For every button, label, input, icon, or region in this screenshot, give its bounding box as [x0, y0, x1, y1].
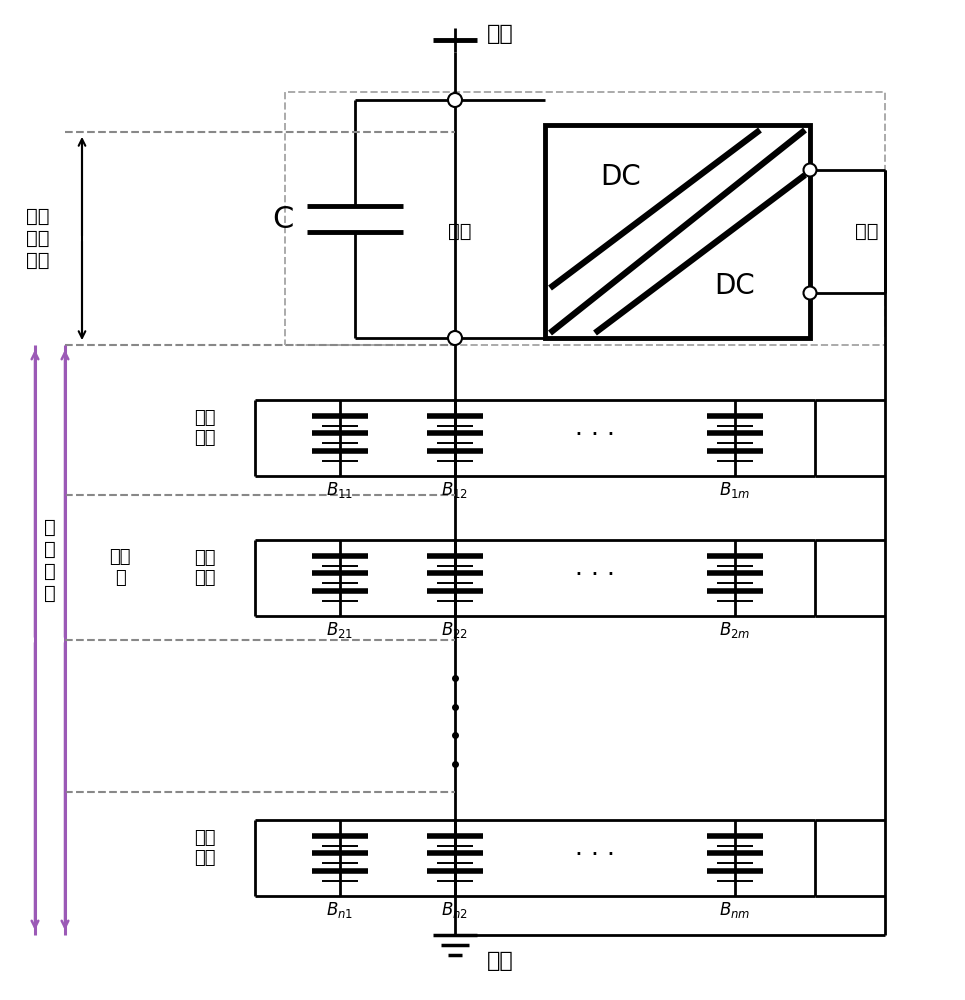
Circle shape	[448, 93, 462, 107]
Text: 电池
单体: 电池 单体	[194, 829, 216, 867]
Text: 输入: 输入	[855, 222, 878, 241]
Circle shape	[448, 331, 462, 345]
Text: $B_{2m}$: $B_{2m}$	[720, 620, 751, 640]
Circle shape	[804, 163, 816, 176]
Text: 正极: 正极	[487, 24, 513, 44]
Text: C: C	[272, 205, 293, 233]
Text: 输出: 输出	[449, 222, 472, 241]
Text: 柔性
并联
装置: 柔性 并联 装置	[26, 207, 50, 270]
Text: $B_{nm}$: $B_{nm}$	[719, 900, 751, 920]
Text: $B_{21}$: $B_{21}$	[326, 620, 353, 640]
Text: DC: DC	[600, 163, 641, 191]
Bar	[545, 125, 810, 338]
Text: 电池
组: 电池 组	[109, 548, 130, 587]
Circle shape	[804, 286, 816, 300]
Text: $B_{n1}$: $B_{n1}$	[326, 900, 353, 920]
Text: $B_{11}$: $B_{11}$	[326, 480, 353, 500]
Text: · · ·: · · ·	[575, 843, 615, 867]
Text: 电池
单体: 电池 单体	[194, 549, 216, 587]
Text: $B_{n2}$: $B_{n2}$	[441, 900, 469, 920]
Text: 电
池
组
串: 电 池 组 串	[44, 518, 56, 602]
Text: DC: DC	[714, 272, 755, 300]
Bar	[285, 92, 885, 345]
Text: $B_{12}$: $B_{12}$	[441, 480, 469, 500]
Text: $B_{1m}$: $B_{1m}$	[719, 480, 751, 500]
Text: · · ·: · · ·	[575, 423, 615, 447]
Text: 负极: 负极	[487, 951, 513, 971]
Text: · · ·: · · ·	[575, 563, 615, 587]
Text: $B_{22}$: $B_{22}$	[441, 620, 469, 640]
Text: 电池
单体: 电池 单体	[194, 409, 216, 447]
